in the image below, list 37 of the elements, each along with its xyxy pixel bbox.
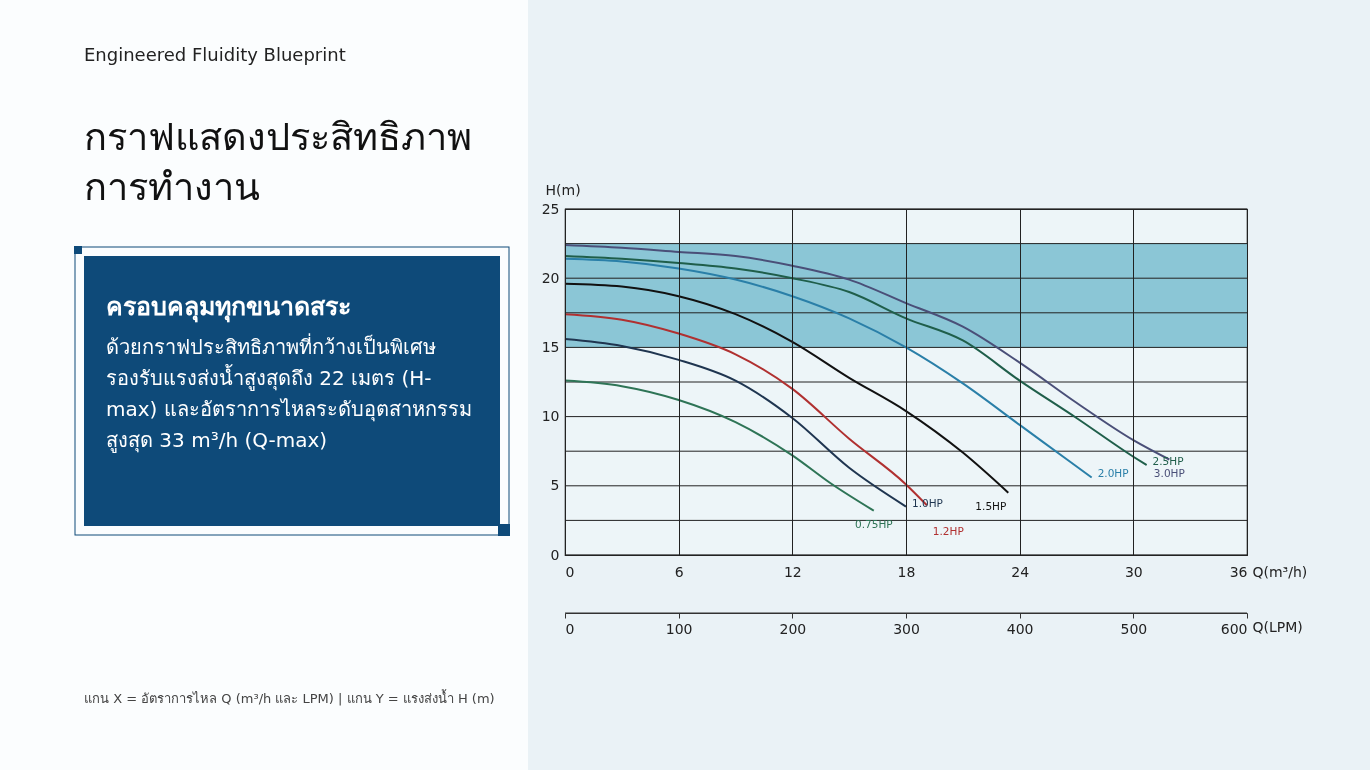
chart-title: กราฟแสดงประสิทธิภาพการทำงาน bbox=[84, 114, 473, 211]
x-tick-label: 24 bbox=[1011, 563, 1030, 580]
y-tick-label: 25 bbox=[541, 200, 560, 217]
text: แกน X = อัตราการไหล Q (m³/h และ LPM) | แกน Y = แรงส่งน้ำ H (m) bbox=[84, 688, 495, 708]
series-label: 3.0HP bbox=[1153, 466, 1185, 479]
series-label: 0.75HP bbox=[854, 517, 893, 530]
x-axis-title: Q(m³/h) bbox=[1252, 563, 1308, 580]
x-tick-label: 0 bbox=[565, 563, 575, 580]
series-label: 1.2HP bbox=[932, 525, 964, 538]
y-tick-label: 20 bbox=[541, 269, 560, 286]
x2-tick-label: 200 bbox=[779, 620, 807, 637]
x2-tick-label: 500 bbox=[1120, 620, 1148, 637]
x-tick-label: 18 bbox=[897, 563, 916, 580]
x-tick-label: 12 bbox=[783, 563, 802, 580]
line-series bbox=[564, 282, 1010, 494]
y-tick-label: 5 bbox=[550, 477, 560, 494]
series-label: 2.0HP bbox=[1097, 467, 1129, 480]
series-label: 1.5HP bbox=[975, 499, 1007, 512]
x-tick-label: 36 bbox=[1229, 563, 1248, 580]
text: ครอบคลุมทุกขนาดสระ bbox=[106, 291, 352, 325]
line-series bbox=[564, 338, 907, 508]
x2-tick-label: 100 bbox=[665, 620, 693, 637]
y-tick-label: 10 bbox=[541, 408, 560, 425]
series-label: 2.5HP bbox=[1152, 455, 1184, 468]
x-tick-label: 30 bbox=[1124, 563, 1143, 580]
y-tick-label: 15 bbox=[541, 338, 560, 355]
x2-tick-label: 300 bbox=[893, 620, 920, 637]
y-axis-title: H(m) bbox=[545, 181, 581, 198]
x2-tick-label: 0 bbox=[565, 620, 575, 637]
text: Engineered Fluidity Blueprint bbox=[84, 44, 346, 65]
x2-axis-title: Q(LPM) bbox=[1252, 618, 1303, 635]
text: ด้วยกราฟประสิทธิภาพที่กว้างเป็นพิเศษ รองรับแรงส่งน้ำสูงสุดถึง 22 เมตร (H-max) และอัตราการไหลระดับอุตสาหกรรมสูงสุด 33 m³/h (Q-max) bbox=[106, 332, 473, 455]
x2-tick-label: 400 bbox=[1006, 620, 1034, 637]
line-series bbox=[564, 379, 875, 512]
x2-tick-label: 600 bbox=[1220, 620, 1248, 637]
x-tick-label: 6 bbox=[674, 563, 684, 580]
y-tick-label: 0 bbox=[550, 546, 560, 563]
